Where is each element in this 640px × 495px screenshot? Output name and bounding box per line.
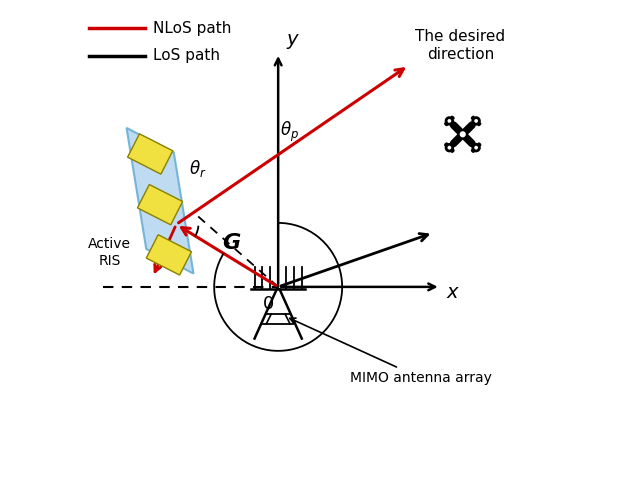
Text: MIMO antenna array: MIMO antenna array <box>290 318 492 385</box>
Text: NLoS path: NLoS path <box>153 21 231 36</box>
Text: $\boldsymbol{G}$: $\boldsymbol{G}$ <box>221 233 241 252</box>
Ellipse shape <box>478 143 481 146</box>
Ellipse shape <box>478 123 481 126</box>
Text: LoS path: LoS path <box>153 48 220 63</box>
Ellipse shape <box>472 116 474 119</box>
Text: Active
RIS: Active RIS <box>88 237 131 267</box>
Text: $x$: $x$ <box>445 283 460 302</box>
Polygon shape <box>127 128 193 274</box>
Polygon shape <box>147 235 191 275</box>
Circle shape <box>458 130 467 139</box>
Ellipse shape <box>445 143 447 146</box>
Text: $y$: $y$ <box>286 32 300 50</box>
Ellipse shape <box>445 123 447 126</box>
Ellipse shape <box>451 150 454 152</box>
Ellipse shape <box>472 150 474 152</box>
Polygon shape <box>138 185 182 225</box>
Text: $\theta_r$: $\theta_r$ <box>189 158 207 179</box>
Text: The desired
direction: The desired direction <box>415 30 506 62</box>
Polygon shape <box>127 134 173 174</box>
Text: $\theta_p$: $\theta_p$ <box>280 120 299 144</box>
Circle shape <box>460 132 465 137</box>
Text: 0: 0 <box>262 295 274 313</box>
Ellipse shape <box>451 116 454 119</box>
